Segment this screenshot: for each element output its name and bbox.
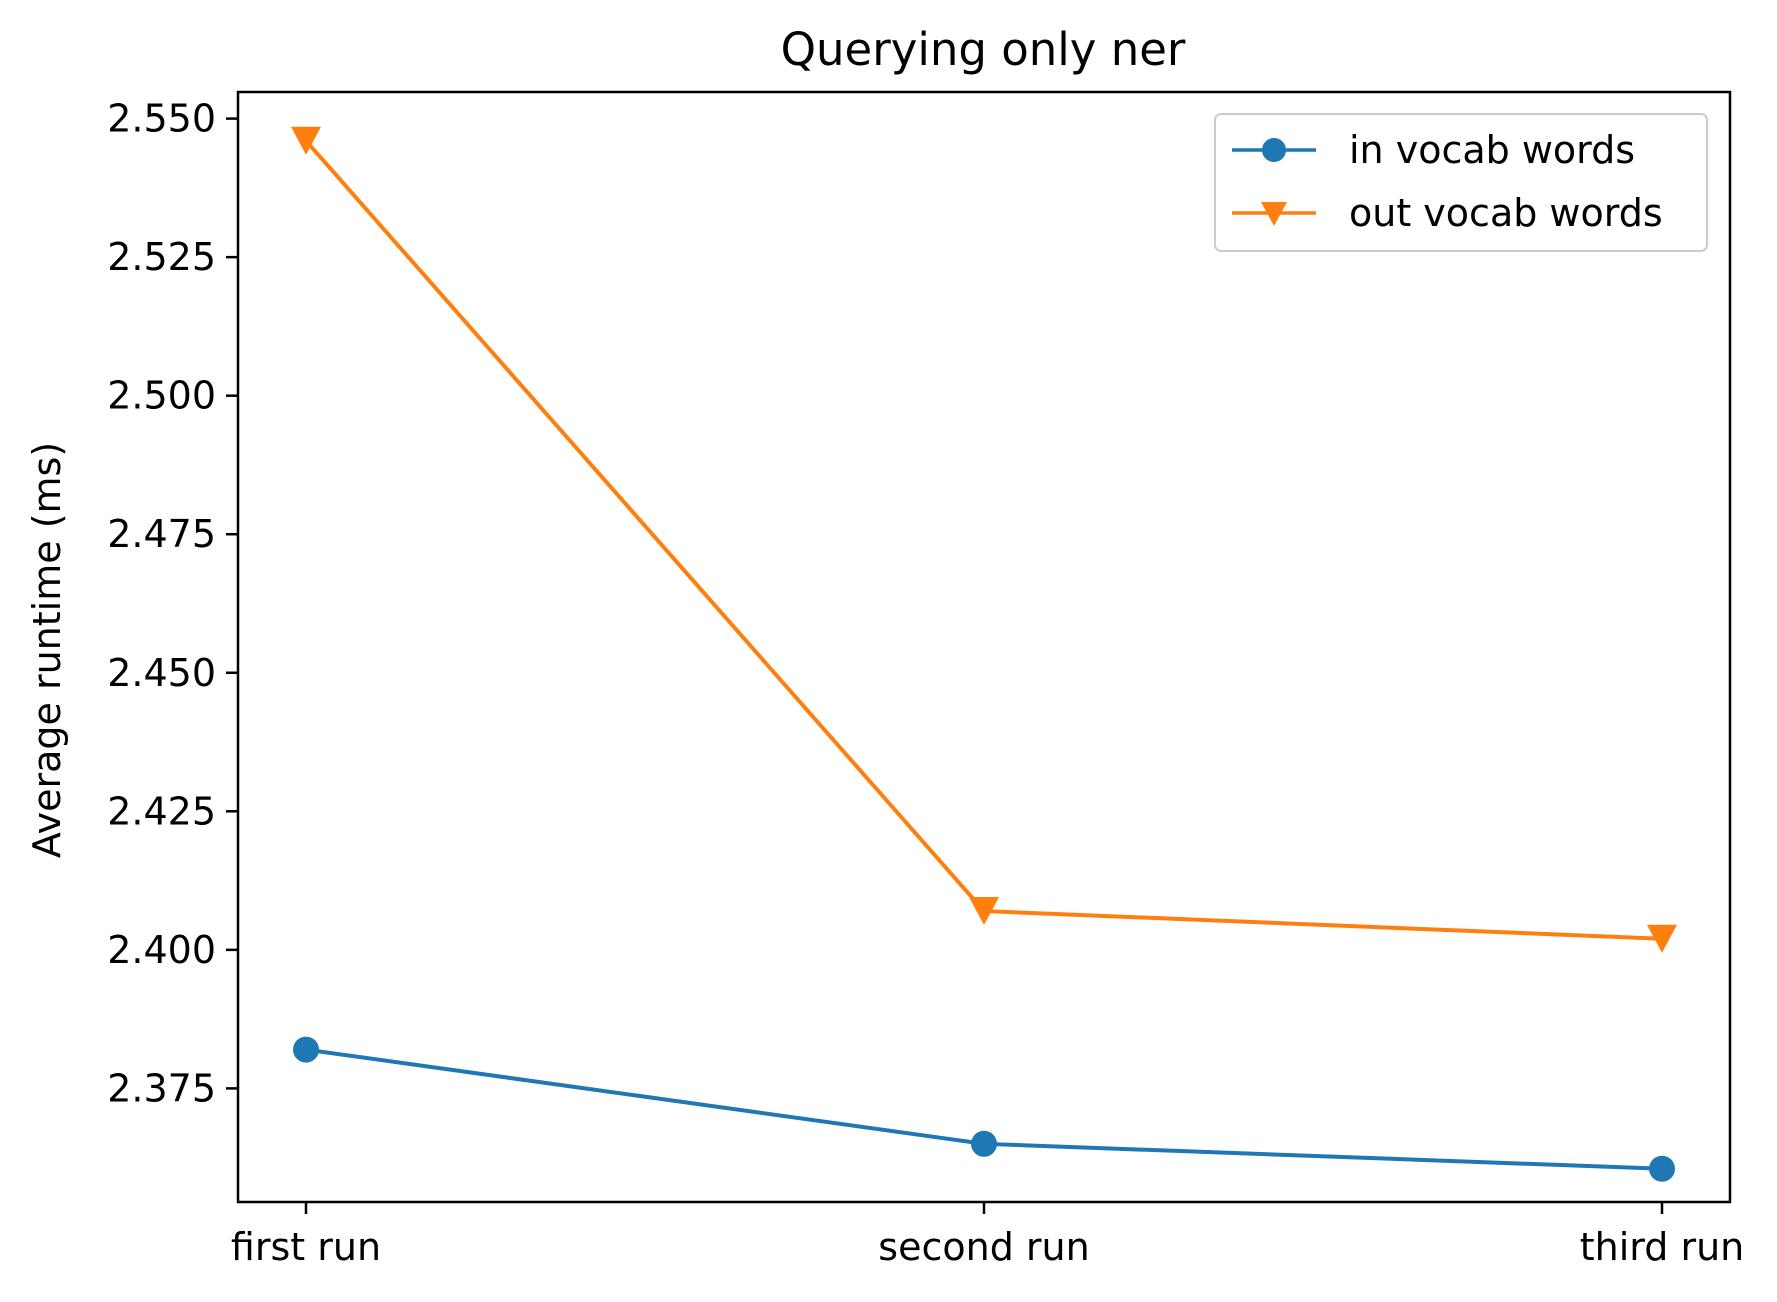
- legend-marker-in-vocab: [1262, 138, 1286, 162]
- x-axis: first run second run third run: [231, 1202, 1744, 1269]
- y-tick-label: 2.400: [107, 928, 216, 972]
- legend: in vocab words out vocab words: [1214, 113, 1708, 252]
- y-axis-label: Average runtime (ms): [25, 442, 69, 858]
- data-point-out-vocab: [291, 126, 321, 155]
- axes-frame: [236, 90, 1732, 1204]
- y-tick-label: 2.450: [107, 651, 216, 695]
- y-axis: 2.375 2.400 2.425 2.450 2.475 2.500 2.525 2.550: [107, 97, 238, 1110]
- chart-title: Querying only ner: [781, 23, 1186, 76]
- plot-area: [291, 126, 1677, 1182]
- legend-label-out-vocab: out vocab words: [1349, 191, 1663, 235]
- y-tick-label: 2.500: [107, 374, 216, 418]
- y-tick-label: 2.550: [107, 97, 216, 141]
- legend-marker-out-vocab: [1261, 202, 1287, 226]
- data-point-out-vocab: [969, 897, 999, 926]
- x-tick-label: first run: [231, 1225, 381, 1269]
- y-tick-label: 2.375: [107, 1066, 216, 1110]
- y-tick-label: 2.525: [107, 235, 216, 279]
- data-point-in-vocab: [293, 1036, 319, 1063]
- legend-box: [1214, 113, 1708, 252]
- data-point-in-vocab: [971, 1130, 997, 1157]
- data-point-out-vocab: [1647, 924, 1677, 953]
- x-tick-label: second run: [878, 1225, 1089, 1269]
- y-tick-label: 2.475: [107, 512, 216, 556]
- x-tick-label: third run: [1580, 1225, 1745, 1269]
- data-point-in-vocab: [1649, 1155, 1675, 1182]
- legend-label-in-vocab: in vocab words: [1349, 128, 1635, 172]
- y-tick-label: 2.425: [107, 789, 216, 833]
